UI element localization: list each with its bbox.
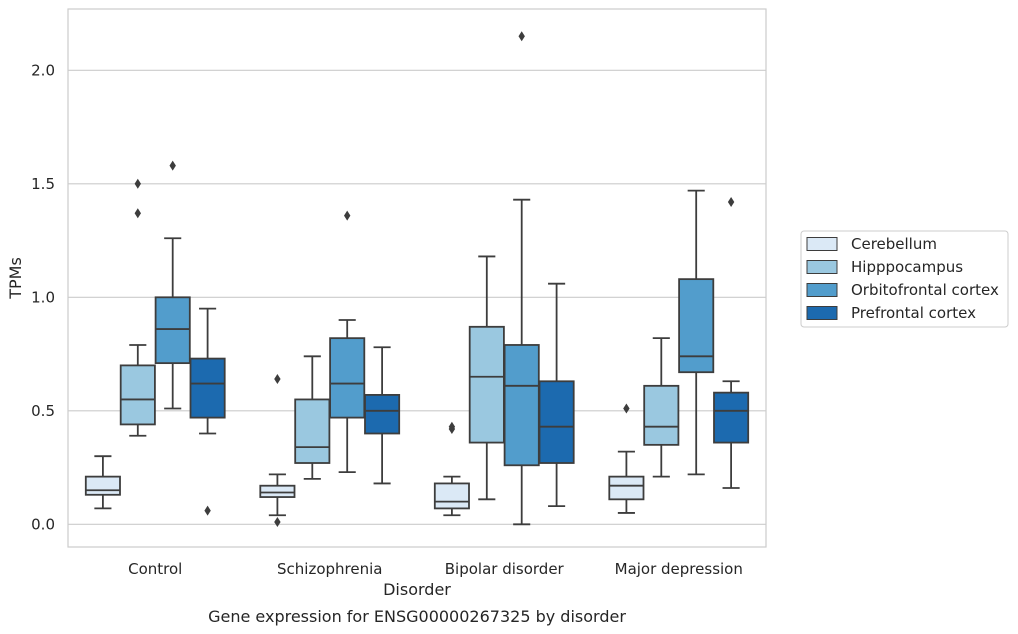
legend-label: Prefrontal cortex: [851, 304, 976, 322]
outlier-point: [448, 421, 456, 432]
outlier-point: [727, 196, 735, 207]
plot-frame: [67, 8, 767, 548]
legend-label: Cerebellum: [851, 235, 937, 253]
outlier-point: [344, 210, 351, 221]
box-plot-item: [433, 421, 470, 517]
y-tick-labels: 0.0 0.5 1.0 1.5 2.0: [31, 61, 55, 533]
outlier-point: [623, 403, 630, 414]
legend-swatch: [806, 306, 838, 320]
outlier-point: [169, 160, 176, 171]
box-iqr: [294, 398, 331, 464]
legend-label: Hipppocampus: [851, 258, 963, 276]
box-plot-item: [84, 455, 121, 510]
x-tick-label: Control: [128, 560, 182, 578]
box-iqr: [329, 337, 366, 419]
legend-label: Orbitofrontal cortex: [851, 281, 999, 299]
box-iqr: [119, 364, 156, 426]
box-iqr: [154, 296, 191, 365]
box-plot-item: [678, 189, 715, 476]
box-iqr: [433, 482, 470, 510]
box-plot-item: [154, 160, 191, 410]
outlier-point: [134, 178, 141, 189]
legend-frame: [800, 230, 1009, 328]
x-tick-labels: Control Schizophrenia Bipolar disorder Majo…: [128, 560, 743, 578]
y-tick-label: 1.0: [31, 288, 55, 306]
box-iqr: [503, 344, 540, 467]
box-iqr: [643, 384, 680, 446]
box-iqr: [713, 391, 750, 444]
chart-caption: Gene expression for ENSG00000267325 by d…: [208, 607, 626, 626]
outlier-point: [518, 31, 525, 42]
legend-swatch: [806, 283, 838, 297]
x-axis-title: Disorder: [383, 580, 451, 599]
y-axis-title: TPMs: [6, 257, 25, 300]
outlier-point: [134, 208, 141, 219]
box-iqr: [468, 325, 505, 444]
x-tick-label: Bipolar disorder: [445, 560, 565, 578]
outlier-point: [274, 374, 281, 385]
box-iqr: [608, 475, 645, 501]
y-tick-label: 2.0: [31, 61, 55, 79]
legend: Cerebellum Hipppocampus Orbitofrontal cort…: [800, 230, 1009, 328]
box-plot-item: [189, 307, 226, 516]
x-tick-label: Major depression: [615, 560, 743, 578]
box-plot-item: [643, 337, 680, 478]
box-iqr: [259, 484, 296, 498]
box-iqr: [189, 357, 226, 419]
box-iqr: [538, 380, 575, 464]
box-plot-item: [329, 210, 366, 473]
outlier-point: [274, 517, 281, 528]
box-iqr: [678, 278, 715, 374]
legend-swatch: [806, 260, 838, 274]
y-tick-label: 1.5: [31, 175, 55, 193]
boxes: [84, 31, 750, 528]
box-iqr: [84, 475, 121, 496]
y-tick-label: 0.5: [31, 402, 55, 420]
box-plot-item: [259, 374, 296, 528]
box-plot-item: [608, 403, 645, 514]
legend-items: Cerebellum Hipppocampus Orbitofrontal cort…: [806, 235, 999, 322]
box-plot-item: [713, 196, 750, 489]
legend-swatch: [806, 237, 838, 251]
box-plot-item: [503, 31, 540, 526]
box-iqr: [364, 394, 401, 435]
box-plot-item: [364, 346, 401, 485]
box-plot-item: [538, 282, 575, 508]
box-plot-item: [294, 355, 331, 480]
box-plot-item: [119, 178, 156, 437]
y-tick-label: 0.0: [31, 515, 55, 533]
outlier-point: [204, 505, 211, 516]
x-tick-label: Schizophrenia: [277, 560, 382, 578]
